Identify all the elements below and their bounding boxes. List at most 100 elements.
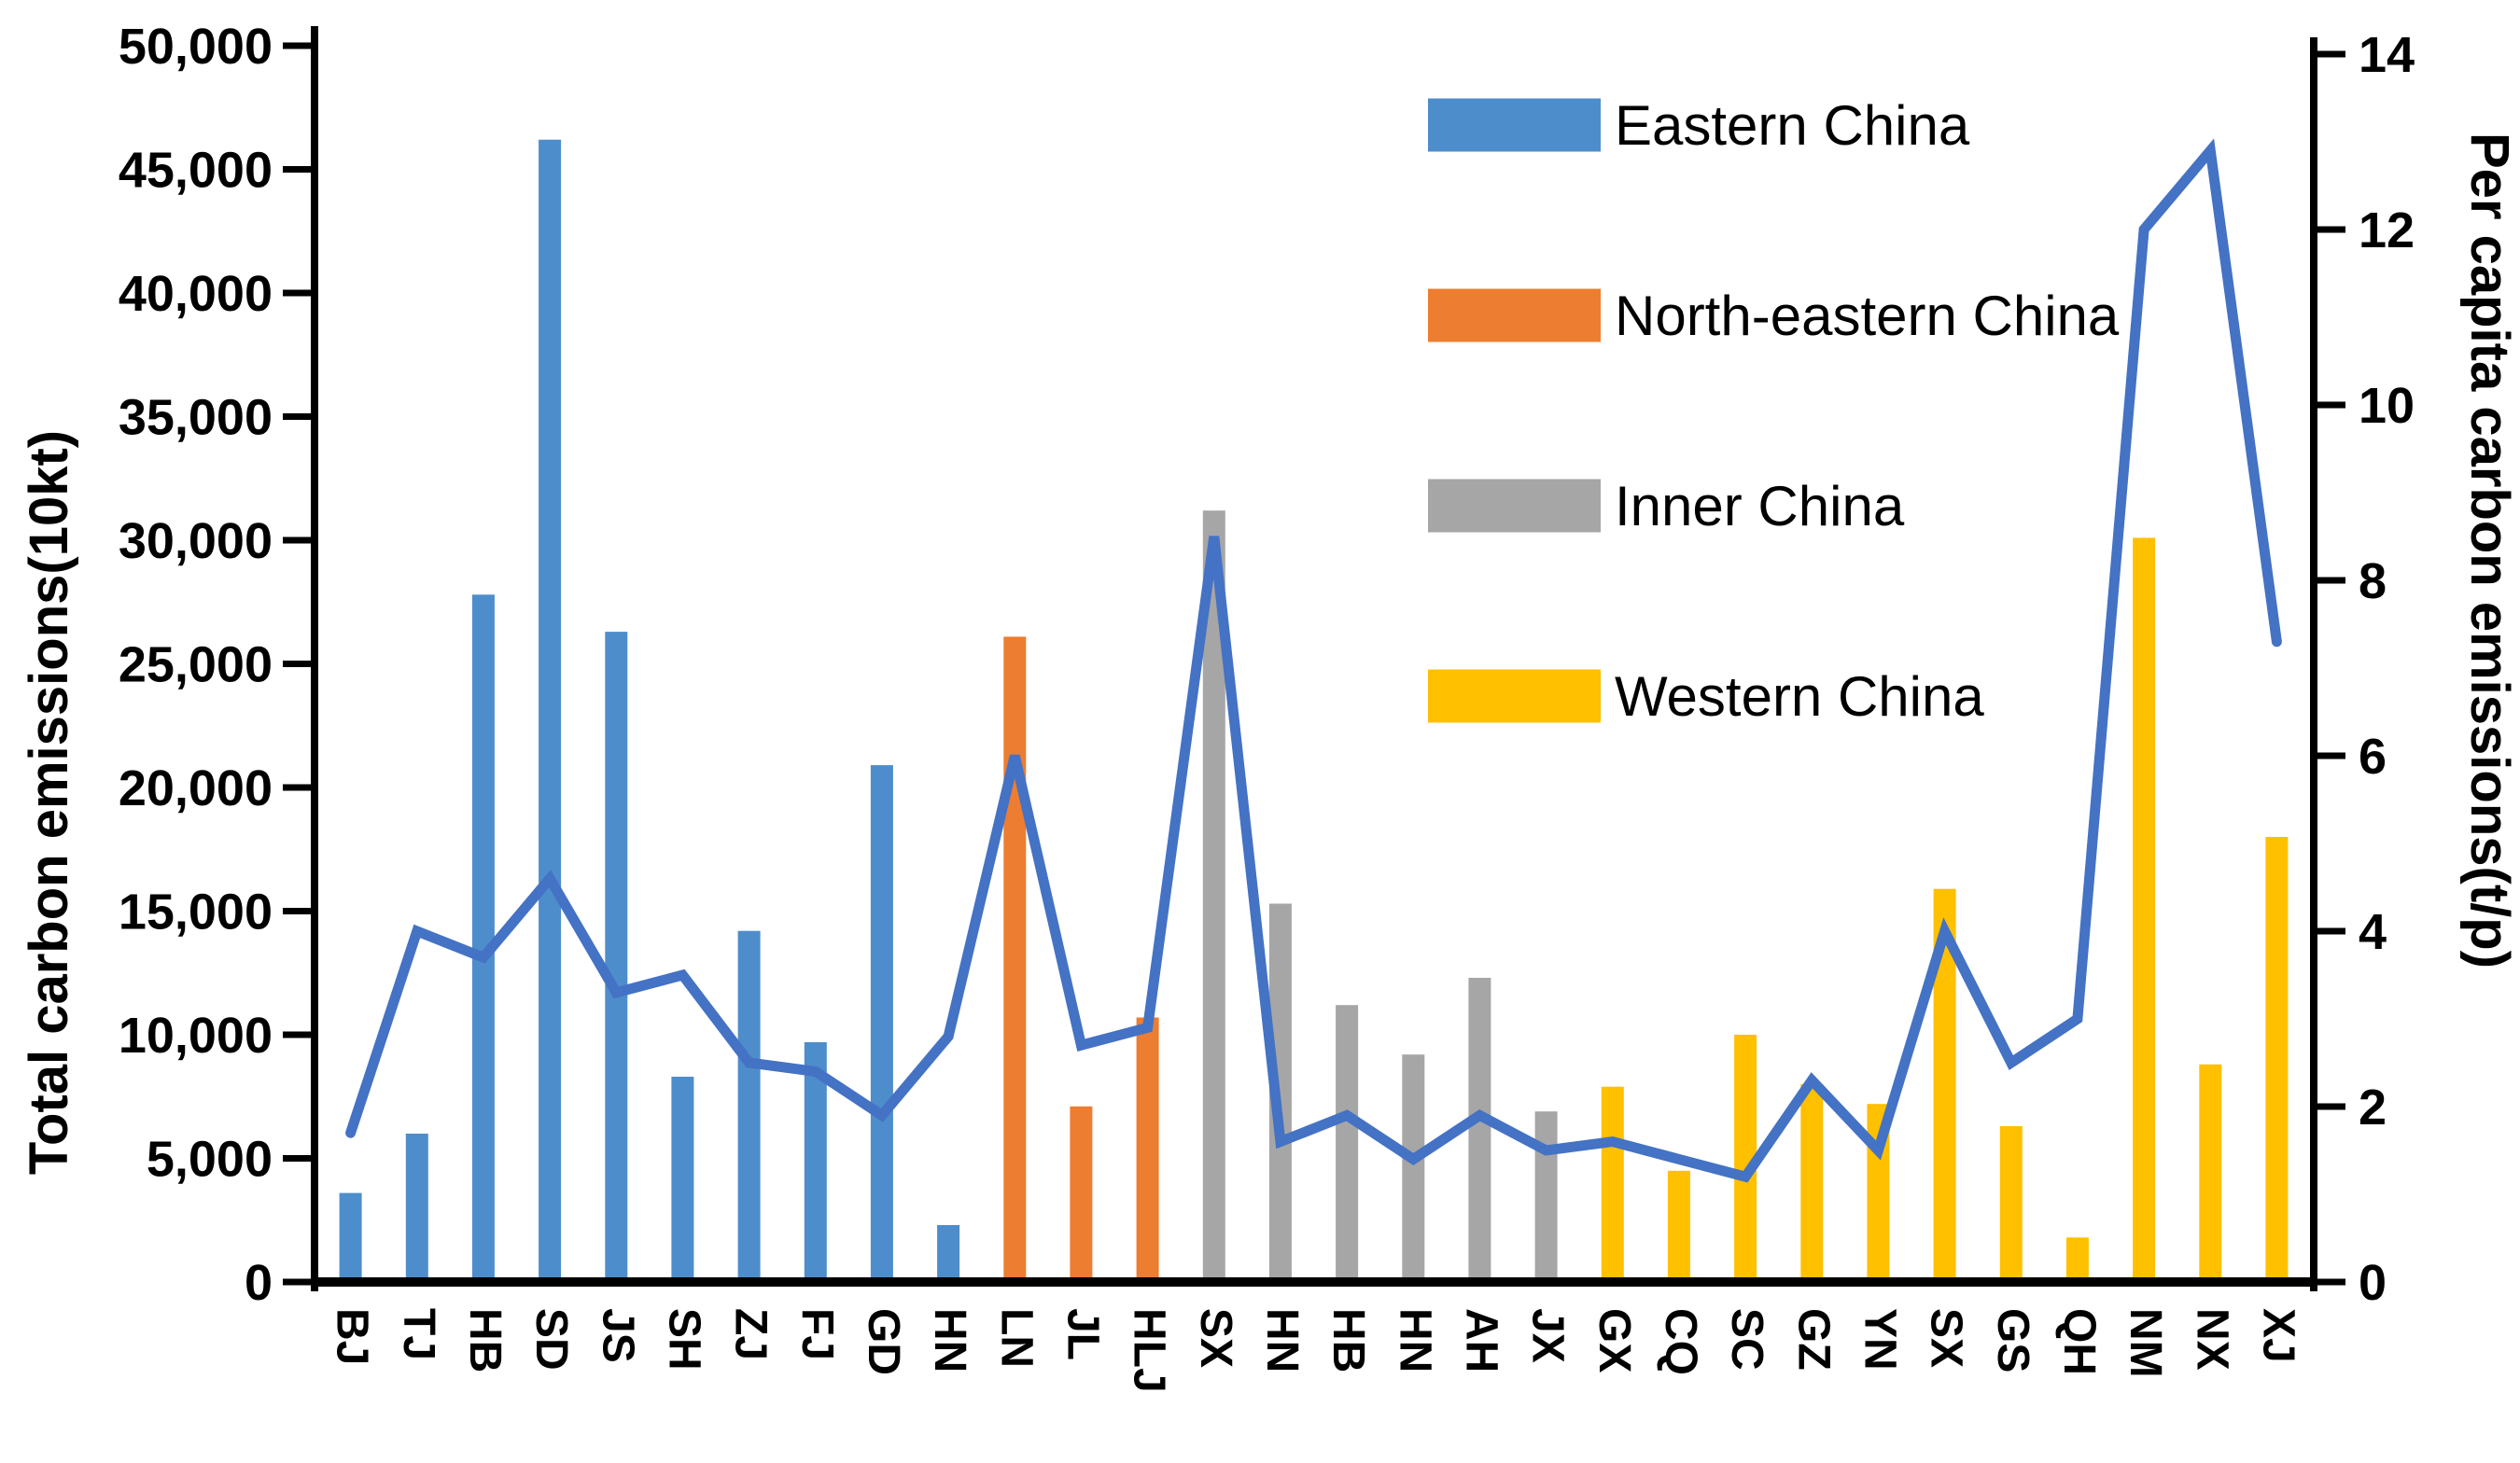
bar-GD-9 [870,765,893,1282]
right-axis-line [2310,37,2317,1291]
bar-HN-10 [937,1225,960,1282]
x-label-SD-4: SD [526,1308,576,1371]
left-tick-10,000 [283,1031,311,1038]
legend: Eastern China North-eastern China Inner Ch… [1428,94,2120,728]
left-tick-label-40,000: 40,000 [119,266,273,322]
bar-SH-6 [671,1077,694,1282]
x-label-HLJ-13: HLJ [1125,1308,1174,1393]
x-label-ZJ-7: ZJ [726,1308,776,1360]
x-label-GX-20: GX [1589,1308,1639,1372]
x-label-LN-11: LN [991,1308,1041,1368]
left-tick-5,000 [283,1155,311,1162]
bar-HN-17 [1402,1054,1425,1282]
per-capita-line [345,138,2282,1183]
left-tick-0 [283,1278,311,1286]
line-series-layer [345,138,2282,1183]
right-axis-title: Per capita carbon emissions(t/p) [2459,132,2520,968]
left-tick-15,000 [283,908,311,914]
legend-swatch [1428,98,1601,152]
legend-item-north-eastern-china: North-eastern China [1428,285,2120,347]
left-tick-label-15,000: 15,000 [119,885,273,940]
legend-item-inner-china: Inner China [1428,475,1905,537]
x-label-GZ-23: GZ [1788,1308,1838,1371]
left-tick-label-0: 0 [245,1255,273,1311]
bar-HLJ-13 [1136,1017,1159,1282]
legend-label: Inner China [1615,475,1905,537]
legend-label: North-eastern China [1615,285,2120,347]
bar-QH-27 [2065,1237,2089,1282]
right-tick-label-2: 2 [2359,1080,2387,1136]
right-tick-label-12: 12 [2359,202,2415,258]
left-tick-label-35,000: 35,000 [119,390,273,446]
x-label-QH-27: QH [2054,1308,2104,1375]
left-tick-label-50,000: 50,000 [119,19,273,75]
bar-JS-5 [605,632,628,1282]
right-tick-label-4: 4 [2359,904,2387,960]
left-tick-label-5,000: 5,000 [147,1132,273,1188]
left-tick-label-30,000: 30,000 [119,513,273,569]
bar-GS-26 [1999,1126,2023,1282]
left-tick-40,000 [283,289,311,297]
x-label-FJ-8: FJ [792,1308,842,1360]
x-label-GD-9: GD [859,1308,908,1375]
legend-item-western-china: Western China [1428,665,1984,728]
x-label-HB-3: HB [460,1308,510,1372]
right-tick-14 [2317,50,2345,58]
x-label-SX-14: SX [1191,1308,1240,1368]
bar-GZ-23 [1800,1084,1824,1282]
x-label-HN-15: HN [1257,1308,1307,1372]
x-label-HN-10: HN [925,1308,974,1372]
right-tick-label-14: 14 [2359,27,2415,83]
left-tick-label-45,000: 45,000 [119,143,273,199]
x-label-SC-22: SC [1722,1308,1771,1371]
x-label-YN-24: YN [1855,1308,1904,1371]
left-tick-label-10,000: 10,000 [119,1008,273,1064]
x-label-SX-25: SX [1922,1308,1971,1368]
left-tick-45,000 [283,166,311,173]
bars-layer [339,139,2289,1283]
bar-XJ-30 [2265,837,2289,1282]
right-tick-8 [2317,577,2345,584]
right-tick-label-6: 6 [2359,729,2387,785]
left-tick-35,000 [283,413,311,420]
x-label-SH-6: SH [659,1308,708,1371]
x-label-JX-19: JX [1523,1308,1573,1363]
left-tick-25,000 [283,661,311,667]
axes-layer [311,26,2317,1291]
right-tick-label-10: 10 [2359,378,2415,434]
bar-TJ-2 [405,1134,428,1282]
bar-AH-18 [1468,978,1491,1282]
x-label-HN-17: HN [1390,1308,1439,1372]
x-label-HB-16: HB [1323,1308,1373,1372]
x-label-CQ-21: CQ [1656,1308,1705,1375]
x-label-BJ-1: BJ [328,1308,377,1365]
legend-swatch [1428,669,1601,723]
right-tick-6 [2317,752,2345,759]
right-tick-4 [2317,927,2345,935]
legend-swatch [1428,479,1601,533]
right-tick-10 [2317,401,2345,409]
left-axis-line [311,26,318,1291]
x-label-JS-5: JS [593,1308,642,1363]
x-label-AH-18: AH [1456,1308,1505,1372]
left-tick-30,000 [283,536,311,544]
ticks-layer: 0 5,000 10,000 15,000 20,000 25,000 30,000 35,0… [119,19,2415,1393]
left-tick-50,000 [283,42,311,49]
x-label-TJ-2: TJ [394,1308,443,1360]
right-tick-label-0: 0 [2359,1255,2387,1311]
right-tick-2 [2317,1103,2345,1110]
legend-swatch [1428,288,1601,342]
x-label-NM-28: NM [2121,1308,2170,1378]
bar-GX-20 [1601,1086,1624,1282]
bar-CQ-21 [1667,1170,1690,1283]
x-label-GS-26: GS [1988,1308,2037,1372]
left-tick-label-20,000: 20,000 [119,760,273,816]
bar-JX-19 [1534,1111,1558,1282]
bar-BJ-1 [339,1192,362,1282]
left-axis-title: Total carbon emissions(10kt) [19,430,79,1175]
bar-ZJ-7 [737,930,761,1282]
x-label-XJ-30: XJ [2253,1308,2303,1363]
bar-LN-11 [1003,636,1027,1282]
legend-label: Eastern China [1615,94,1970,157]
